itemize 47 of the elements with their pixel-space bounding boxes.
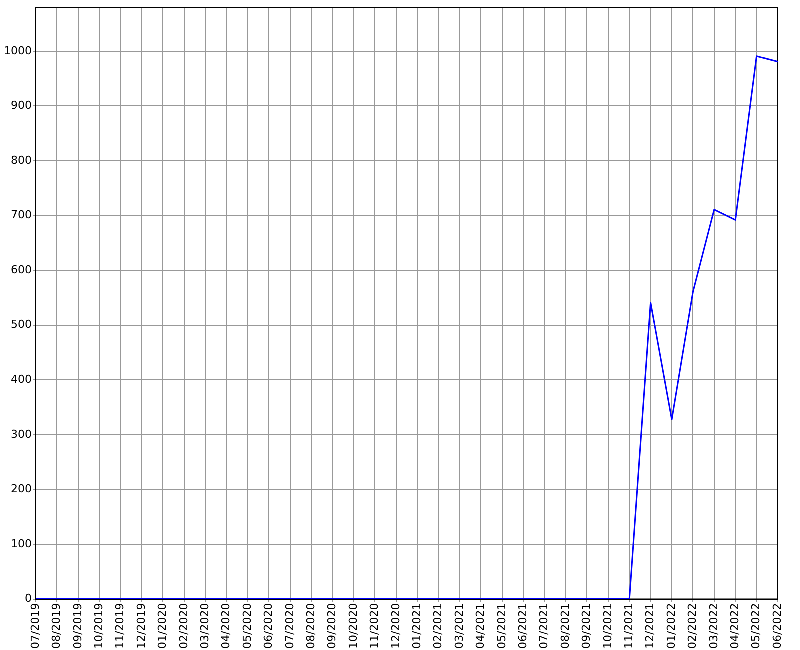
x-tick-label: 10/2021 — [601, 603, 614, 650]
x-tick-label: 06/2020 — [262, 603, 276, 650]
x-tick-label: 07/2021 — [538, 603, 551, 650]
x-tick-label: 12/2019 — [134, 603, 148, 650]
x-tick-label: 10/2019 — [92, 603, 106, 650]
x-tick-label: 05/2022 — [750, 603, 763, 650]
x-tick-label: 02/2020 — [177, 603, 190, 650]
x-tick-label: 12/2021 — [644, 603, 657, 650]
x-tick-label: 10/2020 — [346, 603, 360, 650]
x-tick-label: 08/2019 — [50, 603, 64, 650]
x-tick-label: 01/2020 — [156, 603, 170, 650]
x-tick-label: 07/2020 — [283, 603, 296, 650]
x-tick-label: 08/2021 — [558, 603, 572, 650]
x-tick-label: 05/2020 — [240, 603, 254, 650]
x-tick-label: 11/2021 — [622, 603, 636, 650]
x-tick-label: 01/2021 — [410, 603, 424, 650]
x-tick-label: 02/2022 — [686, 603, 700, 650]
x-tick-label: 12/2020 — [389, 603, 402, 650]
x-tick-label: 09/2019 — [71, 603, 84, 650]
x-tick-label: 11/2019 — [114, 603, 127, 650]
y-tick-label: 900 — [11, 99, 32, 112]
x-tick-label: 03/2021 — [452, 603, 466, 650]
x-tick-label: 06/2022 — [770, 603, 784, 650]
x-tick-label: 05/2021 — [495, 603, 508, 650]
y-tick-label: 300 — [11, 428, 32, 441]
y-tick-label: 1000 — [4, 44, 32, 58]
y-tick-label: 200 — [11, 482, 32, 496]
x-tick-label: 04/2021 — [474, 603, 488, 650]
y-tick-label: 400 — [11, 373, 32, 386]
x-tick-label: 09/2021 — [580, 603, 594, 650]
x-tick-label: 07/2019 — [28, 603, 42, 650]
x-tick-label: 03/2020 — [198, 603, 212, 650]
y-tick-label: 700 — [11, 208, 32, 222]
x-tick-label: 02/2021 — [432, 603, 445, 650]
x-tick-label: 01/2022 — [664, 603, 678, 650]
x-tick-label: 04/2022 — [728, 603, 742, 650]
x-tick-label: 11/2020 — [368, 603, 382, 650]
y-tick-label: 600 — [11, 263, 32, 276]
x-tick-label: 09/2020 — [326, 603, 339, 650]
x-tick-label: 03/2022 — [707, 603, 720, 650]
y-tick-label: 500 — [11, 318, 32, 332]
y-tick-label: 800 — [11, 154, 32, 167]
x-tick-label: 06/2021 — [516, 603, 530, 650]
x-tick-label: 08/2020 — [304, 603, 318, 650]
y-tick-label: 100 — [11, 537, 32, 550]
x-tick-label: 04/2020 — [220, 603, 233, 650]
y-tick-label: 0 — [25, 592, 32, 606]
